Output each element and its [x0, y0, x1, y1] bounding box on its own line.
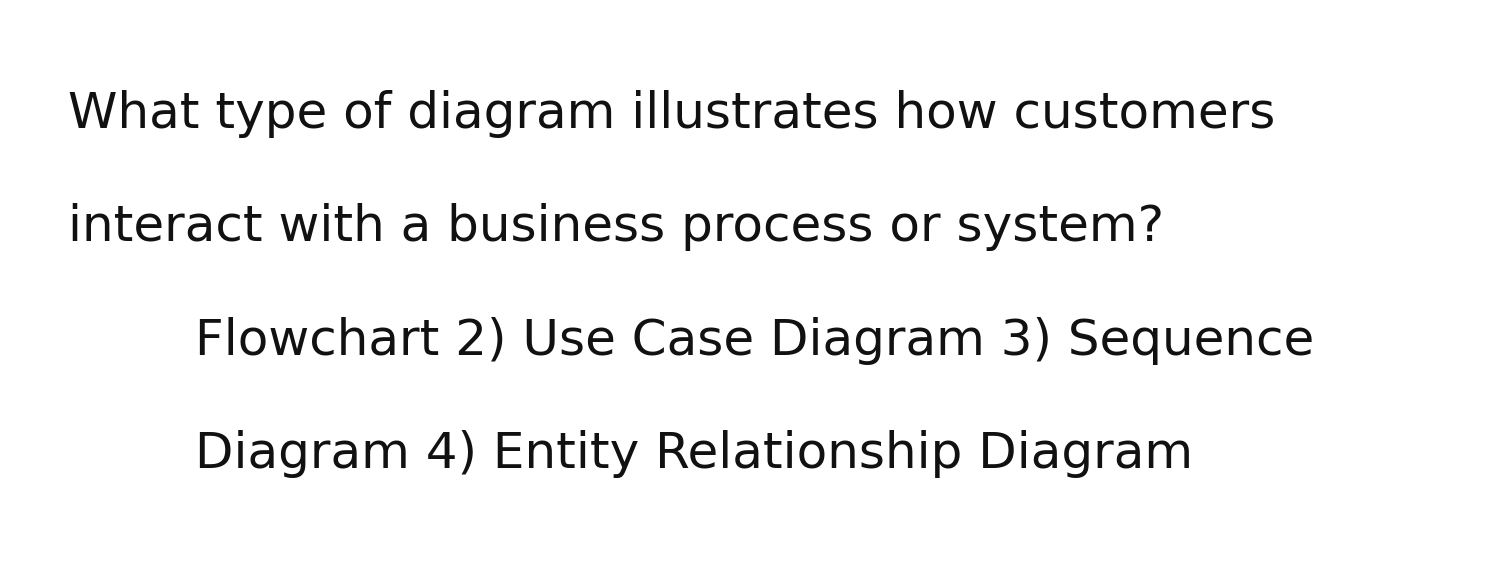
Text: Flowchart 2) Use Case Diagram 3) Sequence: Flowchart 2) Use Case Diagram 3) Sequenc…	[195, 317, 1314, 365]
Text: What type of diagram illustrates how customers: What type of diagram illustrates how cus…	[68, 90, 1275, 137]
Text: Diagram 4) Entity Relationship Diagram: Diagram 4) Entity Relationship Diagram	[195, 431, 1192, 478]
Text: interact with a business process or system?: interact with a business process or syst…	[68, 203, 1164, 251]
